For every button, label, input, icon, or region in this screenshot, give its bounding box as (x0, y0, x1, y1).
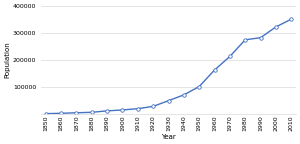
X-axis label: Year: Year (161, 134, 176, 140)
Y-axis label: Population: Population (4, 42, 10, 78)
